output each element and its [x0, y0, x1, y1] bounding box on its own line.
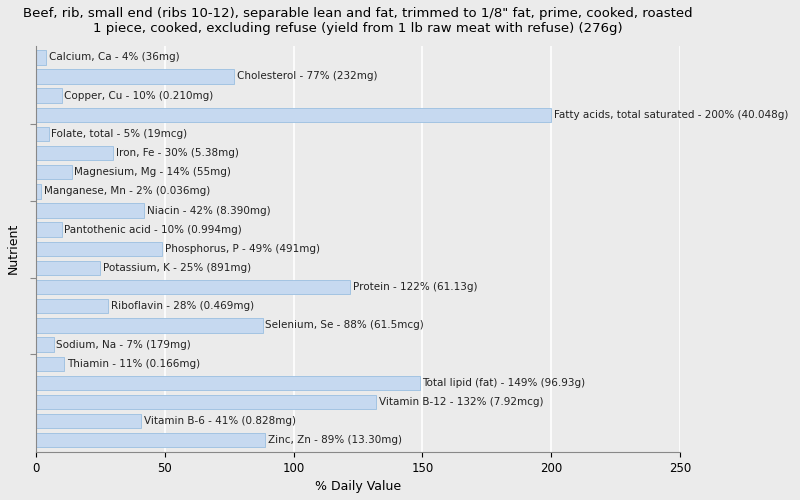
- Bar: [36, 222, 62, 237]
- Bar: [36, 165, 72, 180]
- Text: Total lipid (fat) - 149% (96.93g): Total lipid (fat) - 149% (96.93g): [422, 378, 586, 388]
- Text: Magnesium, Mg - 14% (55mg): Magnesium, Mg - 14% (55mg): [74, 167, 231, 177]
- Text: Vitamin B-12 - 132% (7.92mcg): Vitamin B-12 - 132% (7.92mcg): [378, 397, 543, 407]
- Bar: [36, 318, 262, 332]
- Bar: [36, 242, 162, 256]
- Text: Zinc, Zn - 89% (13.30mg): Zinc, Zn - 89% (13.30mg): [268, 436, 402, 446]
- Text: Pantothenic acid - 10% (0.994mg): Pantothenic acid - 10% (0.994mg): [64, 224, 242, 234]
- Text: Copper, Cu - 10% (0.210mg): Copper, Cu - 10% (0.210mg): [64, 90, 214, 101]
- Text: Calcium, Ca - 4% (36mg): Calcium, Ca - 4% (36mg): [49, 52, 179, 62]
- Bar: [36, 146, 113, 160]
- Bar: [36, 261, 100, 275]
- Bar: [36, 88, 62, 103]
- Text: Folate, total - 5% (19mcg): Folate, total - 5% (19mcg): [51, 129, 187, 139]
- Text: Potassium, K - 25% (891mg): Potassium, K - 25% (891mg): [102, 263, 251, 273]
- Bar: [36, 280, 350, 294]
- Bar: [36, 299, 108, 314]
- Bar: [36, 433, 265, 448]
- Bar: [36, 356, 64, 371]
- Bar: [36, 338, 54, 351]
- Bar: [36, 184, 41, 198]
- Text: Vitamin B-6 - 41% (0.828mg): Vitamin B-6 - 41% (0.828mg): [144, 416, 296, 426]
- Text: Manganese, Mn - 2% (0.036mg): Manganese, Mn - 2% (0.036mg): [43, 186, 210, 196]
- Text: Iron, Fe - 30% (5.38mg): Iron, Fe - 30% (5.38mg): [116, 148, 238, 158]
- Text: Thiamin - 11% (0.166mg): Thiamin - 11% (0.166mg): [66, 358, 200, 368]
- Text: Protein - 122% (61.13g): Protein - 122% (61.13g): [353, 282, 478, 292]
- Text: Fatty acids, total saturated - 200% (40.048g): Fatty acids, total saturated - 200% (40.…: [554, 110, 788, 120]
- Bar: [36, 70, 234, 84]
- Bar: [36, 126, 49, 141]
- Text: Niacin - 42% (8.390mg): Niacin - 42% (8.390mg): [146, 206, 270, 216]
- Title: Beef, rib, small end (ribs 10-12), separable lean and fat, trimmed to 1/8" fat, : Beef, rib, small end (ribs 10-12), separ…: [23, 7, 693, 35]
- Bar: [36, 50, 46, 64]
- Y-axis label: Nutrient: Nutrient: [7, 223, 20, 274]
- Bar: [36, 108, 551, 122]
- Text: Sodium, Na - 7% (179mg): Sodium, Na - 7% (179mg): [56, 340, 191, 349]
- Text: Selenium, Se - 88% (61.5mcg): Selenium, Se - 88% (61.5mcg): [265, 320, 424, 330]
- Bar: [36, 395, 376, 409]
- Bar: [36, 376, 420, 390]
- Text: Cholesterol - 77% (232mg): Cholesterol - 77% (232mg): [237, 72, 378, 82]
- Text: Phosphorus, P - 49% (491mg): Phosphorus, P - 49% (491mg): [165, 244, 320, 254]
- Text: Riboflavin - 28% (0.469mg): Riboflavin - 28% (0.469mg): [110, 302, 254, 312]
- Bar: [36, 414, 142, 428]
- Bar: [36, 204, 144, 218]
- X-axis label: % Daily Value: % Daily Value: [315, 480, 401, 493]
